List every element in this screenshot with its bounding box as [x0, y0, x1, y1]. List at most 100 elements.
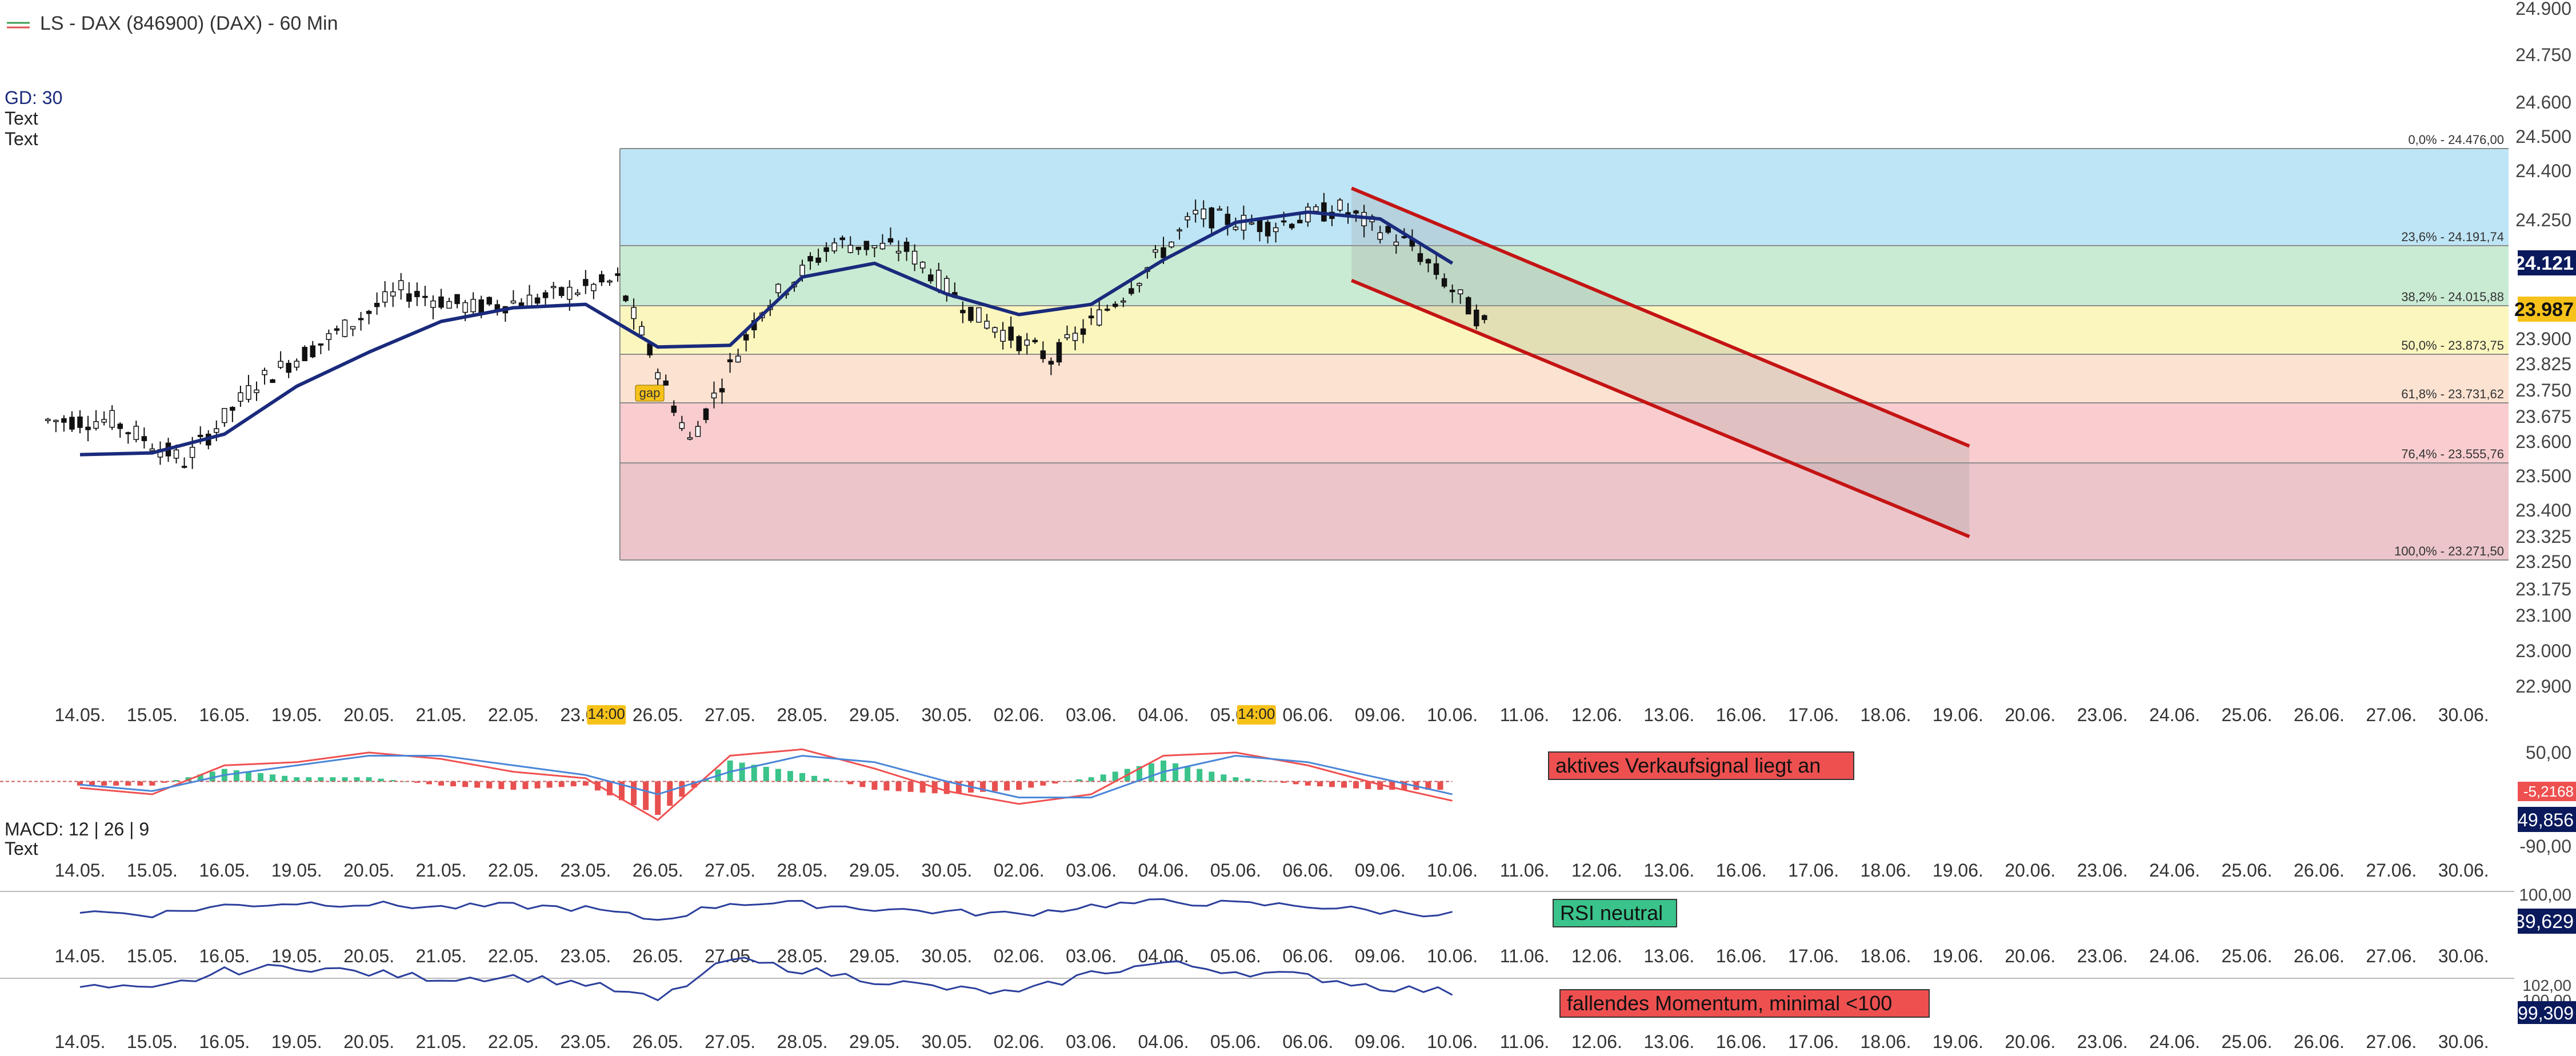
date-tick: 02.06.	[994, 1031, 1045, 1052]
candle	[1080, 328, 1086, 335]
rsi-signal-text: RSI neutral	[1560, 901, 1663, 925]
macd-histogram-bar	[342, 777, 348, 782]
macd-histogram-bar	[655, 781, 661, 815]
candle	[623, 295, 629, 301]
date-tick: 04.06.	[1138, 860, 1189, 881]
macd-histogram-bar	[1004, 781, 1010, 791]
momentum-signal-box: fallendes Momentum, minimal <100	[1559, 989, 1930, 1018]
date-tick: 16.05.	[199, 1031, 250, 1052]
candle	[775, 283, 781, 294]
date-tick: 10.06.	[1427, 946, 1478, 966]
candle	[1425, 259, 1431, 263]
candle	[294, 361, 299, 368]
macd-histogram-bar	[1185, 766, 1191, 782]
candle	[1096, 309, 1102, 326]
candle	[903, 242, 910, 252]
date-tick: 29.05.	[849, 860, 900, 881]
macd-histogram-bar	[619, 781, 625, 801]
price-tick: 23.900	[2515, 329, 2571, 349]
date-tick: 22.05.	[488, 946, 539, 966]
candle	[1457, 289, 1463, 294]
date-tick: 19.06.	[1933, 946, 1983, 966]
date-tick: 26.06.	[2294, 1031, 2345, 1052]
macd-histogram-bar	[1209, 771, 1215, 782]
date-tick: 28.05.	[777, 860, 828, 881]
macd-histogram-bar	[390, 780, 396, 782]
date-tick: 21.05.	[416, 1031, 467, 1052]
price-tick: 24.900	[2515, 0, 2571, 19]
date-tick: 26.05.	[633, 860, 683, 881]
macd-histogram-bar	[643, 781, 649, 810]
trend-channel	[1351, 186, 1970, 538]
fib-label: 0,0% - 24.476,00	[2408, 133, 2504, 147]
candle	[542, 292, 549, 298]
macd-histogram-bar	[847, 781, 854, 785]
candle	[133, 426, 139, 440]
date-tick: 24.06.	[2149, 1031, 2200, 1052]
price-tick: 22.900	[2515, 676, 2571, 697]
candle	[310, 345, 316, 358]
candle	[246, 385, 251, 400]
gap-marker: gap	[635, 385, 665, 402]
current-price-label: 24.121	[2514, 253, 2574, 274]
date-tick: 04.06.	[1138, 1031, 1189, 1052]
candle	[462, 302, 468, 313]
candle	[671, 405, 677, 413]
candle	[1032, 339, 1038, 342]
rsi-line	[79, 898, 1453, 921]
candle	[1088, 315, 1094, 319]
candle	[1233, 226, 1239, 230]
macd-histogram-bar	[1389, 781, 1395, 790]
candle	[1193, 210, 1198, 215]
macd-histogram-bar	[1281, 781, 1287, 783]
macd-histogram-bar	[197, 774, 203, 782]
date-tick: 13.06.	[1643, 705, 1694, 725]
date-tick: 17.06.	[1788, 1031, 1839, 1052]
date-tick: 14.05.	[55, 705, 106, 725]
macd-histogram-bar	[1112, 771, 1118, 782]
date-tick: 05.06.	[1210, 860, 1261, 881]
macd-histogram-bar	[799, 773, 805, 782]
rsi-value: 39,629	[2514, 911, 2574, 933]
candle	[960, 310, 966, 314]
macd-histogram-bar	[895, 781, 902, 791]
date-tick: 18.06.	[1861, 705, 1911, 725]
candle	[446, 301, 452, 309]
candle	[607, 280, 613, 283]
macd-histogram-bar	[546, 781, 553, 788]
date-tick: 10.06.	[1427, 860, 1478, 881]
date-tick: 26.05.	[633, 705, 683, 725]
macd-histogram-bar	[1437, 781, 1443, 790]
time-highlight-box	[1237, 705, 1276, 725]
macd-histogram-bar	[1028, 781, 1034, 788]
candle	[1249, 222, 1255, 225]
macd-histogram-bar	[751, 765, 757, 782]
date-tick: 19.06.	[1933, 705, 1983, 725]
date-tick: 29.05.	[849, 705, 900, 725]
date-tick: 23.05.	[560, 946, 611, 966]
date-tick: 23.06.	[2077, 946, 2128, 966]
macd-histogram-bar	[558, 781, 565, 787]
macd-histogram-bar	[992, 781, 998, 791]
candle	[1201, 208, 1206, 219]
macd-signal-text: aktives Verkaufsignal liegt an	[1555, 754, 1821, 777]
macd-histogram-bar	[101, 781, 107, 786]
date-tick: 20.06.	[2005, 946, 2055, 966]
candle	[414, 291, 420, 297]
candle	[270, 379, 275, 383]
date-tick: 13.06.	[1643, 860, 1694, 881]
candle	[1104, 309, 1110, 311]
macd-histogram-bar	[1365, 781, 1371, 789]
candle	[366, 311, 372, 314]
candle	[125, 432, 131, 434]
macd-histogram-bar	[354, 777, 360, 782]
candle	[655, 372, 661, 379]
candle	[342, 319, 348, 337]
price-tick: 23.500	[2515, 466, 2571, 486]
date-tick: 10.06.	[1427, 1031, 1478, 1052]
candle	[879, 242, 886, 250]
candle	[1305, 206, 1311, 223]
candle	[895, 250, 902, 254]
candle	[1353, 210, 1359, 214]
macd-histogram-bar	[691, 781, 697, 788]
